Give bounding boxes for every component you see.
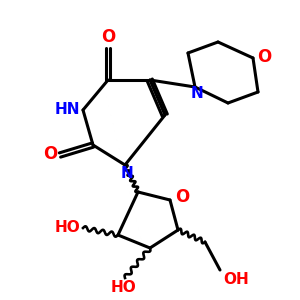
Text: HN: HN: [55, 103, 80, 118]
Text: HO: HO: [110, 280, 136, 295]
Text: O: O: [257, 48, 271, 66]
Text: HO: HO: [54, 220, 80, 235]
Text: O: O: [101, 28, 115, 46]
Text: N: N: [190, 86, 203, 101]
Text: N: N: [121, 166, 134, 181]
Text: O: O: [43, 145, 57, 163]
Text: O: O: [175, 188, 189, 206]
Text: OH: OH: [223, 272, 249, 287]
